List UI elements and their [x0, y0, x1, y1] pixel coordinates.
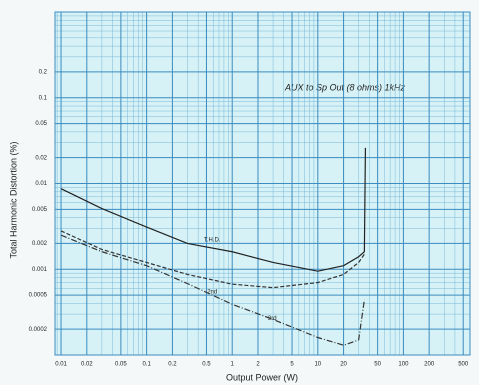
x-tick-label: 2 — [256, 362, 260, 368]
x-tick-label: 0.2 — [168, 362, 177, 368]
y-tick-label: 0.0002 — [29, 327, 48, 333]
x-tick-label: 200 — [424, 362, 435, 368]
x-tick-label: 500 — [458, 362, 469, 368]
x-tick-label: 1 — [231, 362, 235, 368]
y-tick-label: 0.02 — [35, 155, 47, 161]
x-tick-label: 0.1 — [142, 362, 151, 368]
series-line — [60, 234, 365, 346]
plot-frame — [54, 11, 471, 356]
y-tick-label: 0.05 — [35, 121, 47, 127]
x-tick-label: 0.05 — [115, 362, 127, 368]
x-axis-label: Output Power (W) — [226, 372, 298, 382]
y-tick-label: 0.1 — [39, 95, 48, 101]
y-tick-label: 0.2 — [39, 70, 48, 76]
y-tick-label: 0.0005 — [29, 293, 48, 299]
x-tick-label: 0.01 — [55, 362, 67, 368]
y-tick-label: 0.002 — [32, 241, 48, 247]
series-label: 3rd — [268, 316, 277, 322]
y-axis-label: Total Harmonic Distortion (%) — [8, 141, 18, 258]
y-tick-label: 0.01 — [35, 181, 47, 187]
x-tick-label: 0.5 — [202, 362, 211, 368]
x-tick-label: 50 — [374, 362, 381, 368]
x-tick-label: 0.02 — [81, 362, 93, 368]
annotation: AUX to Sp Out (8 ohms) 1kHz — [284, 82, 406, 92]
series-line — [60, 147, 367, 272]
series-line — [60, 230, 365, 289]
series-label: 2nd — [207, 290, 217, 296]
y-tick-label: 0.005 — [32, 207, 48, 213]
x-tick-label: 20 — [340, 362, 347, 368]
x-tick-label: 100 — [398, 362, 409, 368]
x-tick-label: 5 — [290, 362, 294, 368]
x-tick-label: 10 — [314, 362, 321, 368]
series-label: T.H.D. — [204, 237, 221, 243]
y-tick-label: 0.001 — [32, 267, 48, 273]
